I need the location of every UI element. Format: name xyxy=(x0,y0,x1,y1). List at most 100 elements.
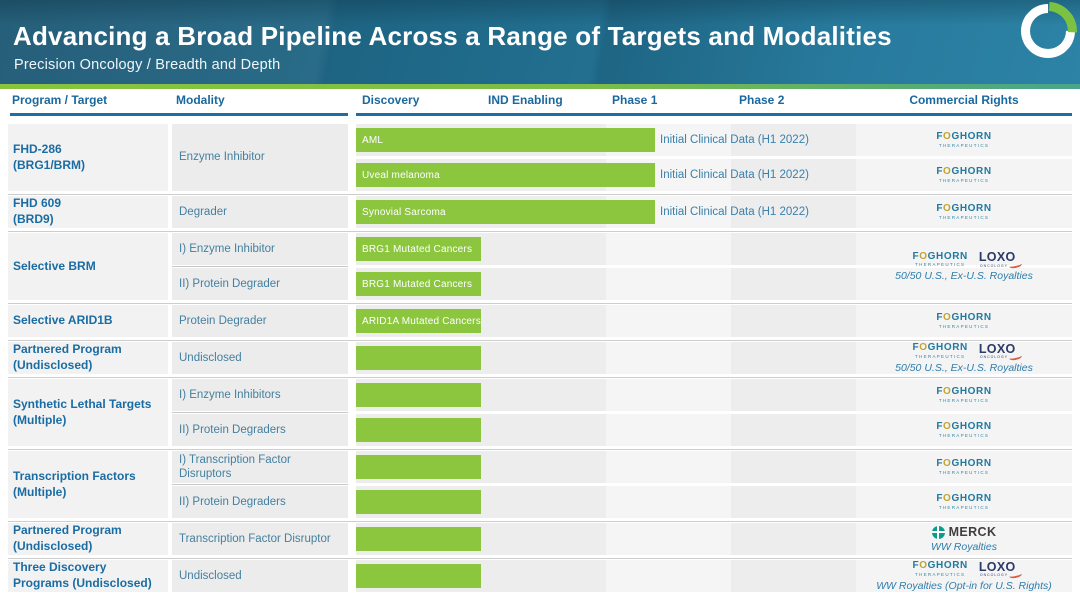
foghorn-logo: FOGHORN THERAPEUTICS xyxy=(936,204,991,220)
header-accent-line xyxy=(0,84,1080,89)
foghorn-subtext: THERAPEUTICS xyxy=(938,397,990,403)
modality-divider xyxy=(172,484,348,485)
loxo-swoosh-icon xyxy=(1009,260,1023,270)
header-underline-right xyxy=(356,113,1072,116)
rights-logos-row: FOGHORN THERAPEUTICS xyxy=(936,132,991,148)
program-label: FHD-286 (BRG1/BRM) xyxy=(13,141,85,172)
modality-divider xyxy=(172,266,348,267)
bar-label: BRG1 Mutated Cancers xyxy=(362,243,473,255)
foghorn-subtext: THERAPEUTICS xyxy=(938,177,990,183)
program-label: Synthetic Lethal Targets (Multiple) xyxy=(13,396,152,427)
modality-label: Undisclosed xyxy=(179,351,242,364)
phase-strip: Uveal melanoma Initial Clinical Data (H1 … xyxy=(356,159,1072,191)
progress-bar xyxy=(356,346,481,370)
modality-label: I) Enzyme Inhibitor xyxy=(179,242,275,255)
loxo-subtext: ONCOLOGY xyxy=(979,355,1009,359)
loxo-wordmark: LOXO xyxy=(978,341,1016,356)
commercial-rights-cell: FOGHORN THERAPEUTICS xyxy=(856,379,1072,411)
merck-wordmark: MERCK xyxy=(948,525,997,539)
program-cell: Partnered Program (Undisclosed) xyxy=(8,523,168,555)
foghorn-logo: FOGHORN THERAPEUTICS xyxy=(912,250,968,268)
column-header-discovery: Discovery xyxy=(362,93,420,107)
modality-divider xyxy=(172,412,348,413)
program-label: Partnered Program (Undisclosed) xyxy=(13,342,122,372)
commercial-rights-cell: FOGHORN THERAPEUTICS xyxy=(856,414,1072,446)
phase-strip xyxy=(356,414,1072,446)
header-underline-left xyxy=(10,113,348,116)
column-header-program-target: Program / Target xyxy=(12,93,108,107)
foghorn-logo: FOGHORN THERAPEUTICS xyxy=(936,459,991,475)
modality-cell: Undisclosed xyxy=(172,560,348,592)
phase-strip xyxy=(356,342,1072,374)
pipeline-group: Partnered Program (Undisclosed) Transcrip… xyxy=(0,523,1080,559)
modality-label: II) Protein Degrader xyxy=(179,277,280,290)
foghorn-wordmark: FOGHORN xyxy=(912,342,968,353)
foghorn-subtext: THERAPEUTICS xyxy=(938,469,990,475)
rights-caption: 50/50 U.S., Ex-U.S. Royalties xyxy=(895,270,1033,282)
progress-bar xyxy=(356,527,481,551)
phase-strip xyxy=(356,523,1072,555)
foghorn-subtext: THERAPEUTICS xyxy=(938,504,990,510)
commercial-rights-cell: FOGHORN THERAPEUTICS LOXO ONCOLOGY WW Royalt… xyxy=(856,560,1072,592)
commercial-rights-cell: MERCK WW Royalties xyxy=(856,523,1072,555)
modality-label: II) Protein Degraders xyxy=(179,495,286,508)
foghorn-logo: FOGHORN THERAPEUTICS xyxy=(936,387,991,403)
rights-logos-row: FOGHORN THERAPEUTICS xyxy=(936,494,991,510)
commercial-rights-cell: FOGHORN THERAPEUTICS LOXO ONCOLOGY 50/50 U.S… xyxy=(856,342,1072,374)
pipeline-body: FHD-286 (BRG1/BRM) Enzyme Inhibitor AML Ini… xyxy=(0,124,1080,597)
foghorn-wordmark: FOGHORN xyxy=(936,166,992,177)
progress-bar xyxy=(356,383,481,407)
pipeline-group: Selective ARID1B Protein Degrader ARID1A M… xyxy=(0,305,1080,341)
foghorn-logo: FOGHORN THERAPEUTICS xyxy=(913,343,968,359)
foghorn-logo: FOGHORN THERAPEUTICS xyxy=(936,132,991,148)
foghorn-wordmark: FOGHORN xyxy=(936,421,992,432)
foghorn-logo: FOGHORN THERAPEUTICS xyxy=(936,313,991,329)
foghorn-wordmark: FOGHORN xyxy=(912,250,968,262)
pipeline-group: Partnered Program (Undisclosed) Undisclos… xyxy=(0,342,1080,378)
foghorn-logo: FOGHORN THERAPEUTICS xyxy=(936,494,991,510)
progress-bar xyxy=(356,455,481,479)
progress-bar xyxy=(356,490,481,514)
loxo-logo: LOXO ONCOLOGY xyxy=(978,341,1023,361)
foghorn-wordmark: FOGHORN xyxy=(936,493,992,504)
rights-caption: 50/50 U.S., Ex-U.S. Royalties xyxy=(895,361,1033,374)
phase-strip: Synovial Sarcoma Initial Clinical Data (H… xyxy=(356,196,1072,228)
modality-cell: Degrader xyxy=(172,196,348,228)
phase-strip xyxy=(356,486,1072,518)
progress-bar: BRG1 Mutated Cancers xyxy=(356,237,481,261)
modality-label: I) Enzyme Inhibitors xyxy=(179,388,281,401)
modality-cell: II) Protein Degraders xyxy=(172,414,348,446)
foghorn-subtext: THERAPEUTICS xyxy=(938,142,990,148)
foghorn-subtext: THERAPEUTICS xyxy=(915,353,966,359)
foghorn-wordmark: FOGHORN xyxy=(936,131,992,142)
foghorn-subtext: THERAPEUTICS xyxy=(938,214,990,220)
program-label: Partnered Program (Undisclosed) xyxy=(13,523,122,553)
modality-cell: I) Enzyme Inhibitor xyxy=(172,233,348,265)
program-cell: Synthetic Lethal Targets (Multiple) xyxy=(8,379,168,446)
column-header-commercial-rights: Commercial Rights xyxy=(909,93,1019,107)
modality-label: Undisclosed xyxy=(179,569,242,582)
pipeline-group: FHD-286 (BRG1/BRM) Enzyme Inhibitor AML Ini… xyxy=(0,124,1080,195)
foghorn-logo: FOGHORN THERAPEUTICS xyxy=(913,561,968,577)
bar-label: Synovial Sarcoma xyxy=(362,206,446,218)
program-cell: Three Discovery Programs (Undisclosed) xyxy=(8,560,168,592)
progress-bar: Synovial Sarcoma xyxy=(356,200,655,224)
loxo-logo: LOXO ONCOLOGY xyxy=(978,559,1023,579)
loxo-wordmark: LOXO xyxy=(978,559,1016,574)
phase-strip xyxy=(356,451,1072,483)
pipeline-group: Three Discovery Programs (Undisclosed) Un… xyxy=(0,560,1080,592)
bar-label: ARID1A Mutated Cancers xyxy=(362,315,481,327)
foghorn-subtext: THERAPEUTICS xyxy=(915,571,966,577)
foghorn-wordmark: FOGHORN xyxy=(936,312,992,323)
modality-cell: Transcription Factor Disruptor xyxy=(172,523,348,555)
modality-cell: II) Protein Degrader xyxy=(172,268,348,300)
foghorn-wordmark: FOGHORN xyxy=(912,560,968,571)
modality-label: II) Protein Degraders xyxy=(179,423,286,436)
clinical-data-annotation: Initial Clinical Data (H1 2022) xyxy=(660,169,809,181)
clinical-data-annotation: Initial Clinical Data (H1 2022) xyxy=(660,206,809,218)
modality-label: Protein Degrader xyxy=(179,314,267,327)
merck-flower-icon xyxy=(931,525,945,539)
modality-cell: Protein Degrader xyxy=(172,305,348,337)
commercial-rights-cell: FOGHORN THERAPEUTICS xyxy=(856,159,1072,191)
